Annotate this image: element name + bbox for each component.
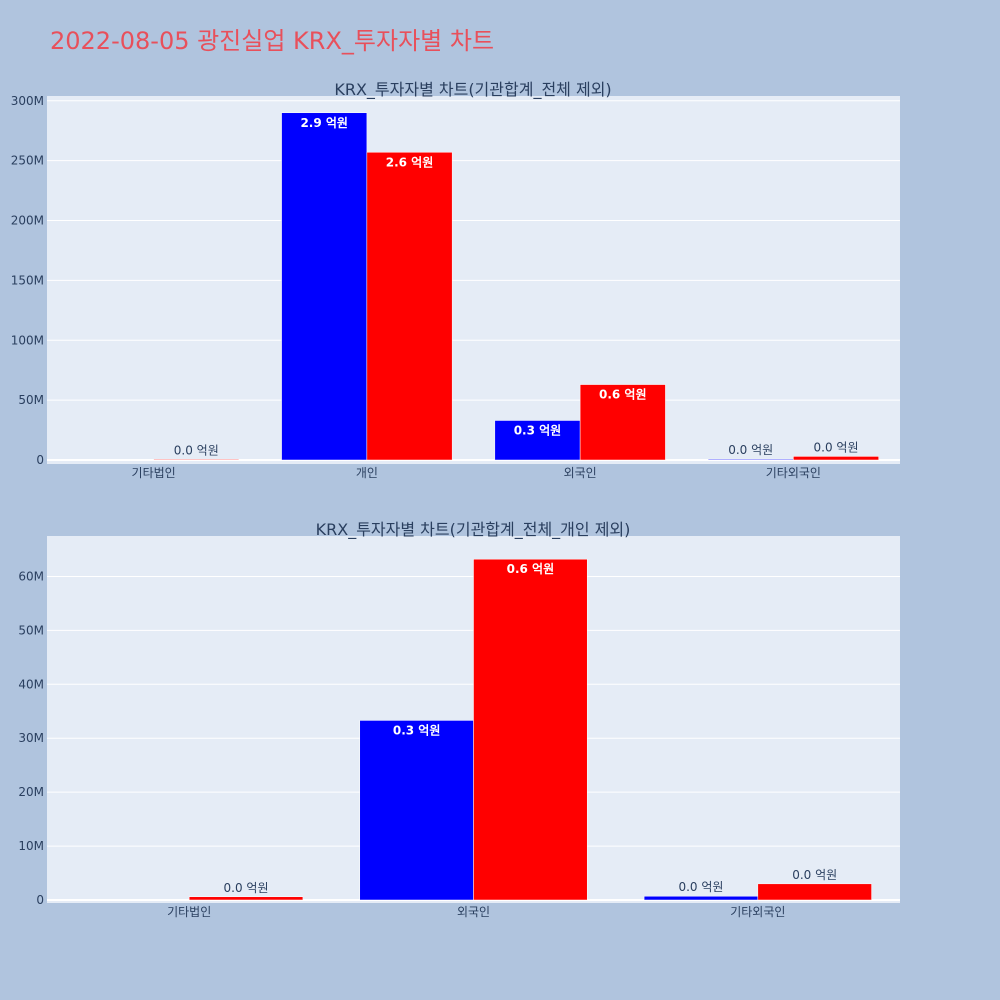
y-tick-label: 300M: [11, 94, 44, 108]
bar: [359, 720, 474, 901]
data-label: 2.9 억원: [300, 116, 348, 130]
data-label: 0.0 억원: [792, 868, 837, 882]
data-label: 0.0 억원: [814, 440, 859, 454]
y-tick-label: 30M: [18, 731, 44, 745]
y-tick-label: 200M: [11, 214, 44, 228]
bar: [757, 883, 872, 901]
x-tick-label: 개인: [356, 466, 378, 480]
bars: 0.0 억원 2.9 억원 2.6 억원 0.3 억원 0.6 억원 0.0 억원 0.0 …: [153, 112, 879, 461]
bar: [473, 558, 588, 901]
bar: [188, 896, 304, 901]
bar: [153, 459, 240, 461]
y-tick-label: 60M: [18, 569, 44, 583]
x-tick-labels: 기타법인 외국인 기타외국인: [167, 905, 785, 919]
x-tick-label: 외국인: [564, 466, 597, 480]
y-tick-label: 10M: [18, 839, 44, 853]
y-tick-label: 50M: [18, 393, 44, 407]
data-label: 0.0 억원: [174, 443, 219, 457]
data-label: 0.6 억원: [599, 388, 647, 402]
x-tick-labels: 기타법인 개인 외국인 기타외국인: [132, 466, 821, 480]
page-title: 2022-08-05 광진실업 KRX_투자자별 차트: [50, 27, 494, 55]
data-label: 0.0 억원: [728, 443, 773, 457]
bar: [793, 456, 879, 461]
y-tick-label: 50M: [18, 623, 44, 637]
y-tick-label: 0: [36, 893, 44, 907]
y-tick-label: 20M: [18, 785, 44, 799]
bar: [281, 112, 368, 461]
bar: [579, 384, 666, 461]
y-tick-label: 250M: [11, 154, 44, 168]
chart-title: KRX_투자자별 차트(기관합계_전체 제외): [334, 80, 611, 100]
data-label: 0.0 억원: [678, 880, 723, 894]
data-label: 0.3 억원: [514, 423, 562, 437]
chart-bottom: 0.0 억원 0.3 억원 0.6 억원 0.0 억원 0.0 억원 0 10M 20M 30…: [18, 520, 900, 919]
x-tick-label: 기타법인: [167, 905, 211, 919]
y-tick-label: 150M: [11, 273, 44, 287]
y-tick-label: 100M: [11, 333, 44, 347]
chart-title: KRX_투자자별 차트(기관합계_전체_개인 제외): [316, 520, 631, 540]
x-tick-label: 기타법인: [132, 466, 176, 480]
y-tick-label: 40M: [18, 677, 44, 691]
data-label: 2.6 억원: [386, 155, 434, 169]
y-tick-labels: 0 10M 20M 30M 40M 50M 60M: [18, 569, 44, 907]
data-label: 0.0 억원: [224, 881, 269, 895]
bar: [707, 458, 794, 461]
bar: [643, 895, 759, 901]
y-tick-label: 0: [36, 453, 44, 467]
y-tick-labels: 0 50M 100M 150M 200M 250M 300M: [11, 94, 44, 467]
x-tick-label: 기타외국인: [766, 466, 821, 480]
chart-top: 0.0 억원 2.9 억원 2.6 억원 0.3 억원 0.6 억원 0.0 억원 0.0 …: [11, 80, 900, 480]
data-label: 0.3 억원: [393, 723, 441, 737]
bars: 0.0 억원 0.3 억원 0.6 억원 0.0 억원 0.0 억원: [188, 558, 872, 901]
x-tick-label: 외국인: [457, 905, 490, 919]
x-tick-label: 기타외국인: [730, 905, 785, 919]
bar: [366, 152, 453, 461]
data-label: 0.6 억원: [507, 562, 555, 576]
